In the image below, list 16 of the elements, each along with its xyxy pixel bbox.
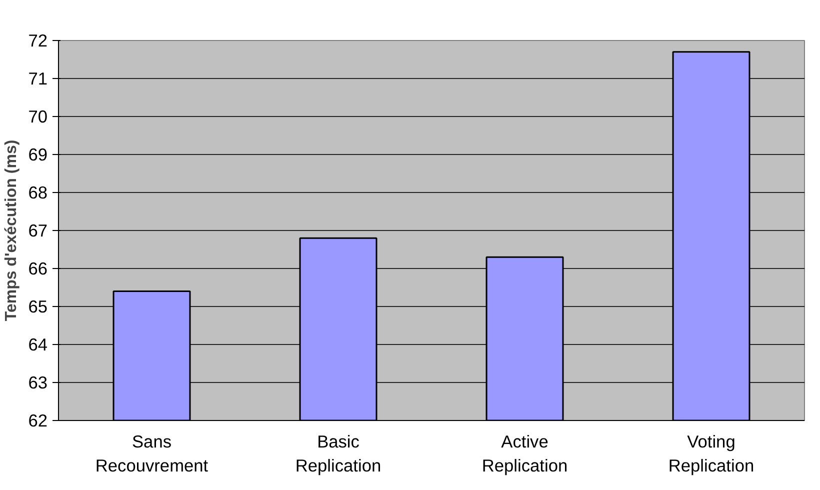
y-tick-label: 62 [28,410,48,430]
y-tick-label: 67 [28,220,48,240]
y-tick-label: 66 [28,258,48,278]
x-tick-label: Basic Replication [295,432,382,476]
y-tick-label: 63 [28,372,48,392]
y-tick-label: 64 [28,334,48,354]
x-tick-label: Active Replication [482,432,568,476]
x-tick-label: Voting Replication [668,432,754,476]
y-tick-label: 68 [28,182,48,202]
y-tick-label: 71 [28,68,48,88]
y-axis-title: Temps d'exécution (ms) [3,140,20,322]
y-tick-label: 65 [28,296,48,316]
y-tick-label: 72 [28,30,48,50]
y-tick-label: 69 [28,144,48,164]
y-tick-label: 70 [28,106,48,126]
x-tick-label: Sans Recouvrement [95,432,208,476]
